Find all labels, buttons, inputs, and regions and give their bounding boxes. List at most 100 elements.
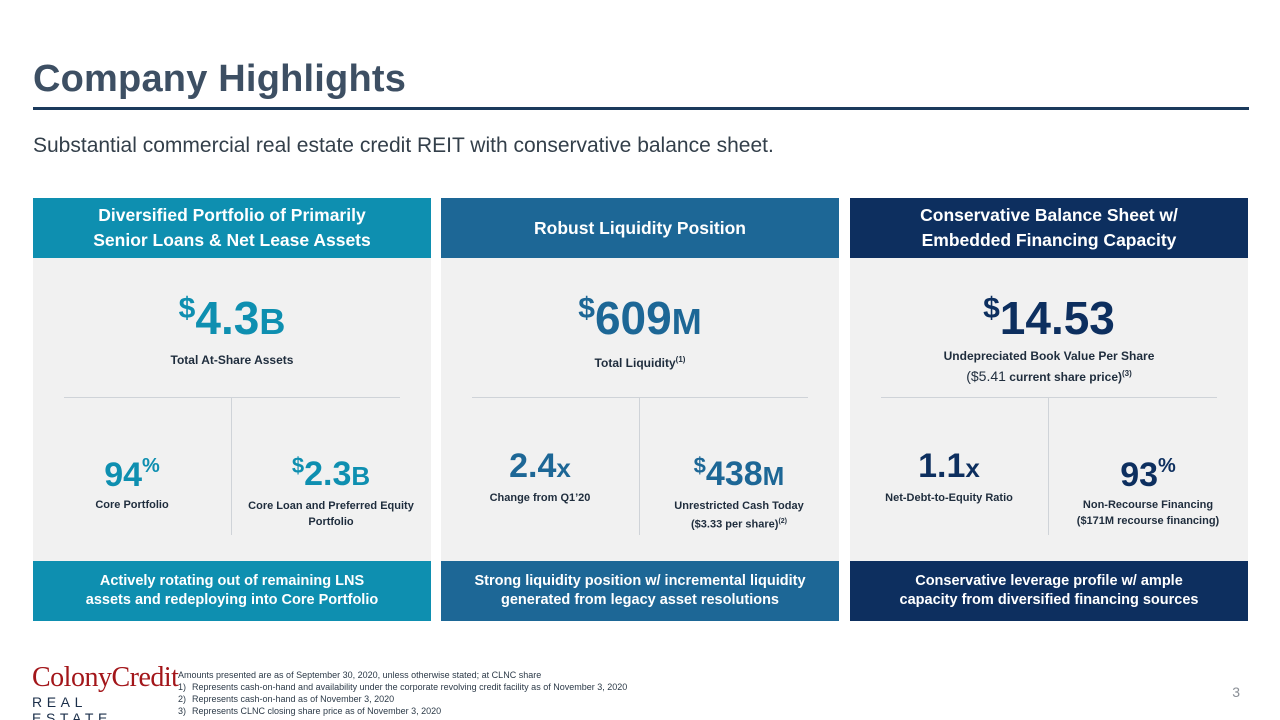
column-footer-line: Actively rotating out of remaining LNS	[99, 573, 365, 589]
main-metric-value: $609M	[441, 284, 839, 347]
sub-metric-value: $438M	[640, 446, 838, 496]
currency-symbol: $	[693, 453, 706, 478]
column-footer: Conservative leverage profile w/ ample c…	[850, 561, 1248, 621]
highlight-column-liquidity: Robust Liquidity Position $609M Total Li…	[441, 198, 839, 621]
label-text: current share price)	[1005, 370, 1122, 384]
column-footer-line: Strong liquidity position w/ incremental…	[474, 573, 806, 589]
column-footer-line: generated from legacy asset resolutions	[500, 592, 779, 608]
vertical-divider	[231, 398, 232, 535]
sub-metric-right: $438M Unrestricted Cash Today ($3.33 per…	[640, 446, 838, 533]
share-price-value: $5.41	[970, 368, 1006, 384]
main-metric-sublabel: ($5.41 current share price)(3)	[850, 365, 1248, 386]
sub-metric-label: Unrestricted Cash Today ($3.33 per share…	[640, 498, 838, 533]
main-metric: $4.3B Total At-Share Assets	[33, 284, 431, 369]
footnote-text: Represents cash-on-hand and availability…	[192, 682, 628, 692]
footnote-item: 2) Represents cash-on-hand as of November…	[178, 693, 627, 705]
metric-number: 14.53	[999, 292, 1115, 344]
column-footer-line: Conservative leverage profile w/ ample	[915, 573, 1183, 589]
main-metric: $14.53 Undepreciated Book Value Per Shar…	[850, 284, 1248, 386]
sub-metric-value: 2.4x	[441, 446, 639, 488]
sub-metric-left: 94% Core Portfolio	[33, 446, 231, 513]
column-heading-line: Robust Liquidity Position	[534, 217, 746, 238]
metric-suffix: %	[142, 455, 160, 477]
sub-metric-label: Core Loan and Preferred Equity Portfolio	[248, 500, 414, 528]
column-heading-line: Senior Loans & Net Lease Assets	[93, 230, 371, 250]
column-heading: Conservative Balance Sheet w/ Embedded F…	[850, 198, 1248, 258]
main-metric-value: $4.3B	[33, 284, 431, 347]
logo-wordmark: ColonyCredit	[32, 662, 179, 693]
horizontal-divider	[472, 397, 808, 398]
metric-suffix: B	[259, 301, 286, 342]
metric-suffix: M	[671, 301, 702, 342]
vertical-divider	[639, 398, 640, 535]
footnote-item: 1) Represents cash-on-hand and availabili…	[178, 681, 627, 693]
sub-metric-label: Net-Debt-to-Equity Ratio	[885, 492, 1013, 504]
main-metric-label: Undepreciated Book Value Per Share	[943, 349, 1155, 363]
title-divider	[33, 107, 1249, 110]
sub-metric-right: $2.3B Core Loan and Preferred Equity Por…	[232, 446, 430, 530]
metric-number: 1.1	[918, 447, 966, 485]
main-metric-label: Total Liquidity(1)	[441, 351, 839, 372]
logo-tagline: REAL ESTATE	[32, 694, 112, 720]
metric-suffix: B	[351, 461, 371, 491]
currency-symbol: $	[983, 292, 1000, 325]
metric-suffix: x	[556, 453, 571, 483]
vertical-divider	[1048, 398, 1049, 535]
column-heading-line: Embedded Financing Capacity	[921, 230, 1177, 250]
column-footer: Strong liquidity position w/ incremental…	[441, 561, 839, 621]
highlight-column-balance-sheet: Conservative Balance Sheet w/ Embedded F…	[850, 198, 1248, 621]
column-footer-line: assets and redeploying into Core Portfol…	[85, 592, 379, 608]
sub-metric-right: 93% Non-Recourse Financing ($171M recour…	[1049, 446, 1247, 529]
footnote-text: Represents CLNC closing share price as o…	[192, 706, 442, 716]
page-title: Company Highlights	[33, 58, 407, 100]
horizontal-divider	[64, 397, 400, 398]
metric-number: 609	[594, 292, 672, 344]
sub-metric-label: Core Portfolio	[95, 499, 169, 511]
label-line: ($3.33 per share)(2)	[652, 514, 826, 533]
label-line: Non-Recourse Financing	[1082, 499, 1214, 511]
footnote-number: 2)	[178, 694, 187, 704]
company-logo: ColonyCredit REAL ESTATE	[32, 662, 179, 720]
footnote-number: 1)	[178, 682, 187, 692]
metric-number: 438	[705, 455, 763, 493]
metric-number: 2.3	[304, 455, 352, 493]
sub-metric-left: 2.4x Change from Q1’20	[441, 446, 639, 506]
currency-symbol: $	[291, 453, 305, 478]
column-heading: Robust Liquidity Position	[441, 198, 839, 258]
metric-suffix: M	[762, 461, 785, 491]
footnote-ref: (3)	[1121, 369, 1132, 378]
column-footer-line: capacity from diversified financing sour…	[899, 592, 1199, 608]
metric-number: 94	[104, 456, 143, 494]
main-metric: $609M Total Liquidity(1)	[441, 284, 839, 372]
metric-number: 4.3	[195, 292, 260, 344]
metric-number: 93	[1120, 456, 1159, 494]
main-metric-label: Total At-Share Assets	[170, 353, 294, 367]
label-line: ($171M recourse financing)	[1076, 515, 1220, 527]
page-subtitle: Substantial commercial real estate credi…	[33, 134, 774, 157]
metric-suffix: x	[965, 453, 980, 483]
currency-symbol: $	[578, 292, 595, 325]
sub-metric-left: 1.1x Net-Debt-to-Equity Ratio	[850, 446, 1048, 506]
highlight-column-portfolio: Diversified Portfolio of Primarily Senio…	[33, 198, 431, 621]
label-text: Total Liquidity	[594, 356, 676, 370]
column-heading-line: Conservative Balance Sheet w/	[920, 205, 1178, 225]
footnote-item: 3) Represents CLNC closing share price as…	[178, 705, 627, 717]
horizontal-divider	[881, 397, 1217, 398]
sub-metric-value: $2.3B	[232, 446, 430, 496]
footnote-ref: (1)	[675, 355, 686, 364]
sub-metric-value: 1.1x	[850, 446, 1048, 488]
sub-metric-label: Change from Q1’20	[489, 492, 591, 504]
column-heading: Diversified Portfolio of Primarily Senio…	[33, 198, 431, 258]
metric-number: 2.4	[509, 447, 557, 485]
footnote-intro: Amounts presented are as of September 30…	[178, 670, 542, 680]
currency-symbol: $	[178, 292, 196, 325]
label-line: Unrestricted Cash Today	[674, 500, 804, 512]
column-footer: Actively rotating out of remaining LNS a…	[33, 561, 431, 621]
metric-suffix: %	[1158, 455, 1176, 477]
label-text: ($3.33 per share)	[691, 518, 779, 531]
page-number: 3	[1232, 684, 1240, 700]
footnote-ref: (2)	[778, 518, 787, 525]
footnotes: Amounts presented are as of September 30…	[178, 669, 627, 717]
main-metric-value: $14.53	[850, 284, 1248, 343]
sub-metric-value: 94%	[33, 446, 231, 495]
